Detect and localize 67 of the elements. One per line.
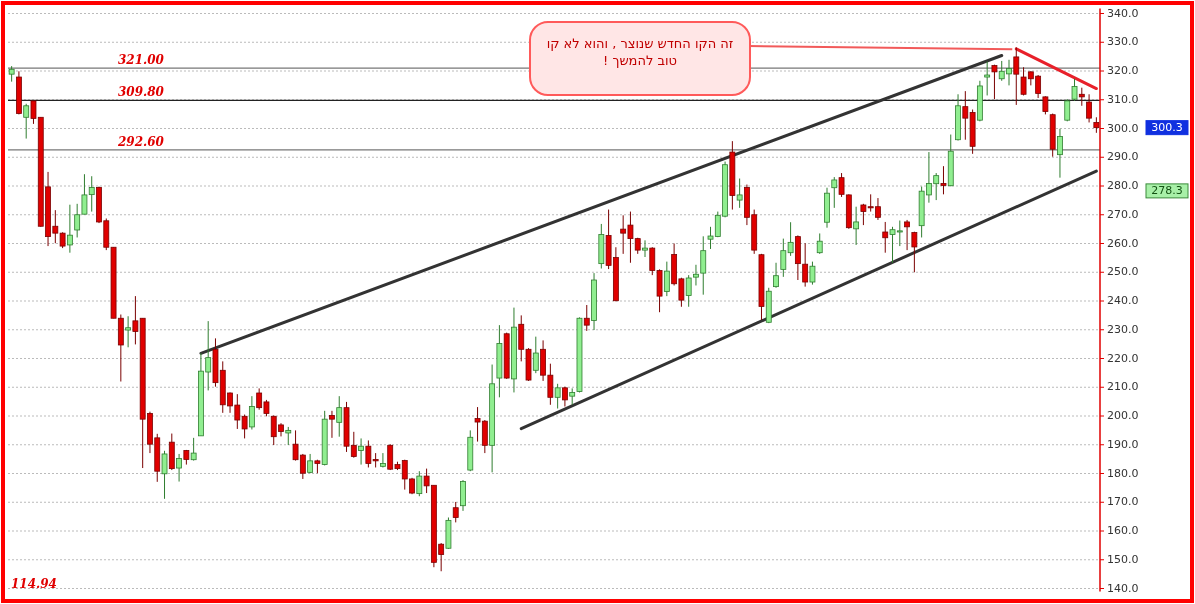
y-tick-label: 280.0 (1107, 179, 1139, 192)
candlestick (911, 231, 918, 273)
y-tick-label: 250.0 (1107, 265, 1139, 279)
candlestick (329, 410, 335, 439)
candlestick (736, 178, 743, 209)
y-tick-label: 220.0 (1107, 351, 1139, 365)
candlestick (831, 176, 838, 209)
text: 278.3 (1151, 183, 1183, 197)
candlestick (358, 437, 364, 466)
candlestick (853, 206, 860, 246)
candlestick (23, 103, 30, 140)
candlestick (248, 395, 255, 431)
ref-line-label: 321.00 (118, 53, 165, 68)
candlestick (1057, 128, 1063, 179)
ref-line-label: 292.60 (117, 134, 165, 149)
candlestick (1071, 78, 1078, 102)
candlestick (773, 262, 779, 289)
candlestick (1042, 95, 1049, 115)
candlestick (1086, 93, 1092, 123)
y-tick-label: 320.0 (1107, 64, 1139, 77)
candlestick (416, 470, 423, 497)
candlestick (882, 221, 889, 254)
candlestick (190, 437, 197, 462)
y-tick-label: 140.0 (1107, 581, 1139, 595)
candlestick (583, 304, 590, 332)
candlestick (991, 64, 998, 100)
ref-line-label: 309.80 (118, 85, 165, 100)
y-tick-label: 190.0 (1107, 437, 1139, 451)
candlestick (554, 383, 561, 410)
y-tick-label: 240.0 (1107, 294, 1139, 307)
candlestick (940, 165, 947, 195)
candlestick (336, 395, 343, 438)
text: 300.3 (1151, 120, 1183, 134)
candlestick (984, 61, 991, 96)
candlestick (802, 242, 809, 288)
y-tick-label: 300.0 (1107, 121, 1139, 135)
candlestick (125, 315, 132, 348)
candlestick (663, 261, 670, 297)
candlestick (176, 453, 182, 483)
annotation: זה הקו החדש שנוצר , והוא לא קו טוב להמשך ! (546, 36, 734, 68)
candlestick (532, 336, 539, 374)
y-tick-label: 180.0 (1107, 466, 1139, 480)
y-tick-label: 310.0 (1107, 92, 1139, 106)
y-tick-label: 230.0 (1107, 322, 1139, 336)
candlestick (816, 232, 823, 255)
candlestick (642, 239, 648, 258)
y-tick-label: 260.0 (1107, 236, 1139, 250)
candlestick (809, 261, 816, 286)
candlestick (285, 426, 292, 446)
annotation: 114.94 (11, 576, 57, 591)
y-tick-label: 270.0 (1107, 207, 1139, 221)
candlestick (452, 501, 459, 523)
candlestick (380, 452, 386, 468)
candlestick (161, 450, 168, 500)
y-tick-label: 290.0 (1107, 150, 1139, 164)
y-tick-label: 200.0 (1107, 409, 1139, 422)
y-tick-label: 210.0 (1107, 380, 1139, 394)
y-tick-label: 330.0 (1107, 35, 1139, 49)
candlestick (66, 204, 73, 254)
candlestick (1078, 87, 1085, 107)
candlestick (1013, 46, 1020, 106)
y-tick-label: 340.0 (1107, 6, 1139, 20)
candlestick (904, 219, 910, 251)
y-tick-label: 160.0 (1107, 524, 1139, 537)
y-tick-label: 150.0 (1107, 552, 1139, 566)
candlestick (700, 235, 707, 296)
y-tick-label: 170.0 (1107, 495, 1139, 509)
